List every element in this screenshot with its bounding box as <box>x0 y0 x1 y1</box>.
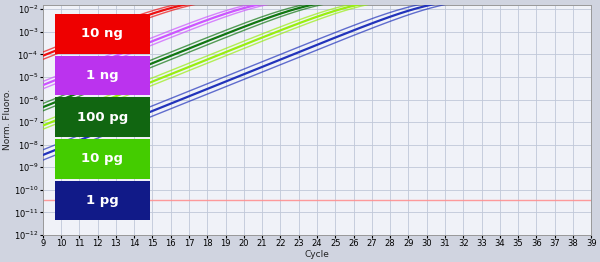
Text: 100 pg: 100 pg <box>77 111 128 124</box>
Text: 1 ng: 1 ng <box>86 69 119 82</box>
FancyBboxPatch shape <box>55 97 149 137</box>
X-axis label: Cycle: Cycle <box>305 249 329 259</box>
Text: 1 pg: 1 pg <box>86 194 119 207</box>
Text: 10 pg: 10 pg <box>81 152 123 165</box>
FancyBboxPatch shape <box>55 181 149 220</box>
Text: 10 ng: 10 ng <box>82 27 123 40</box>
FancyBboxPatch shape <box>55 14 149 54</box>
FancyBboxPatch shape <box>55 56 149 95</box>
FancyBboxPatch shape <box>55 139 149 179</box>
Y-axis label: Norm. Fluoro.: Norm. Fluoro. <box>4 89 13 150</box>
